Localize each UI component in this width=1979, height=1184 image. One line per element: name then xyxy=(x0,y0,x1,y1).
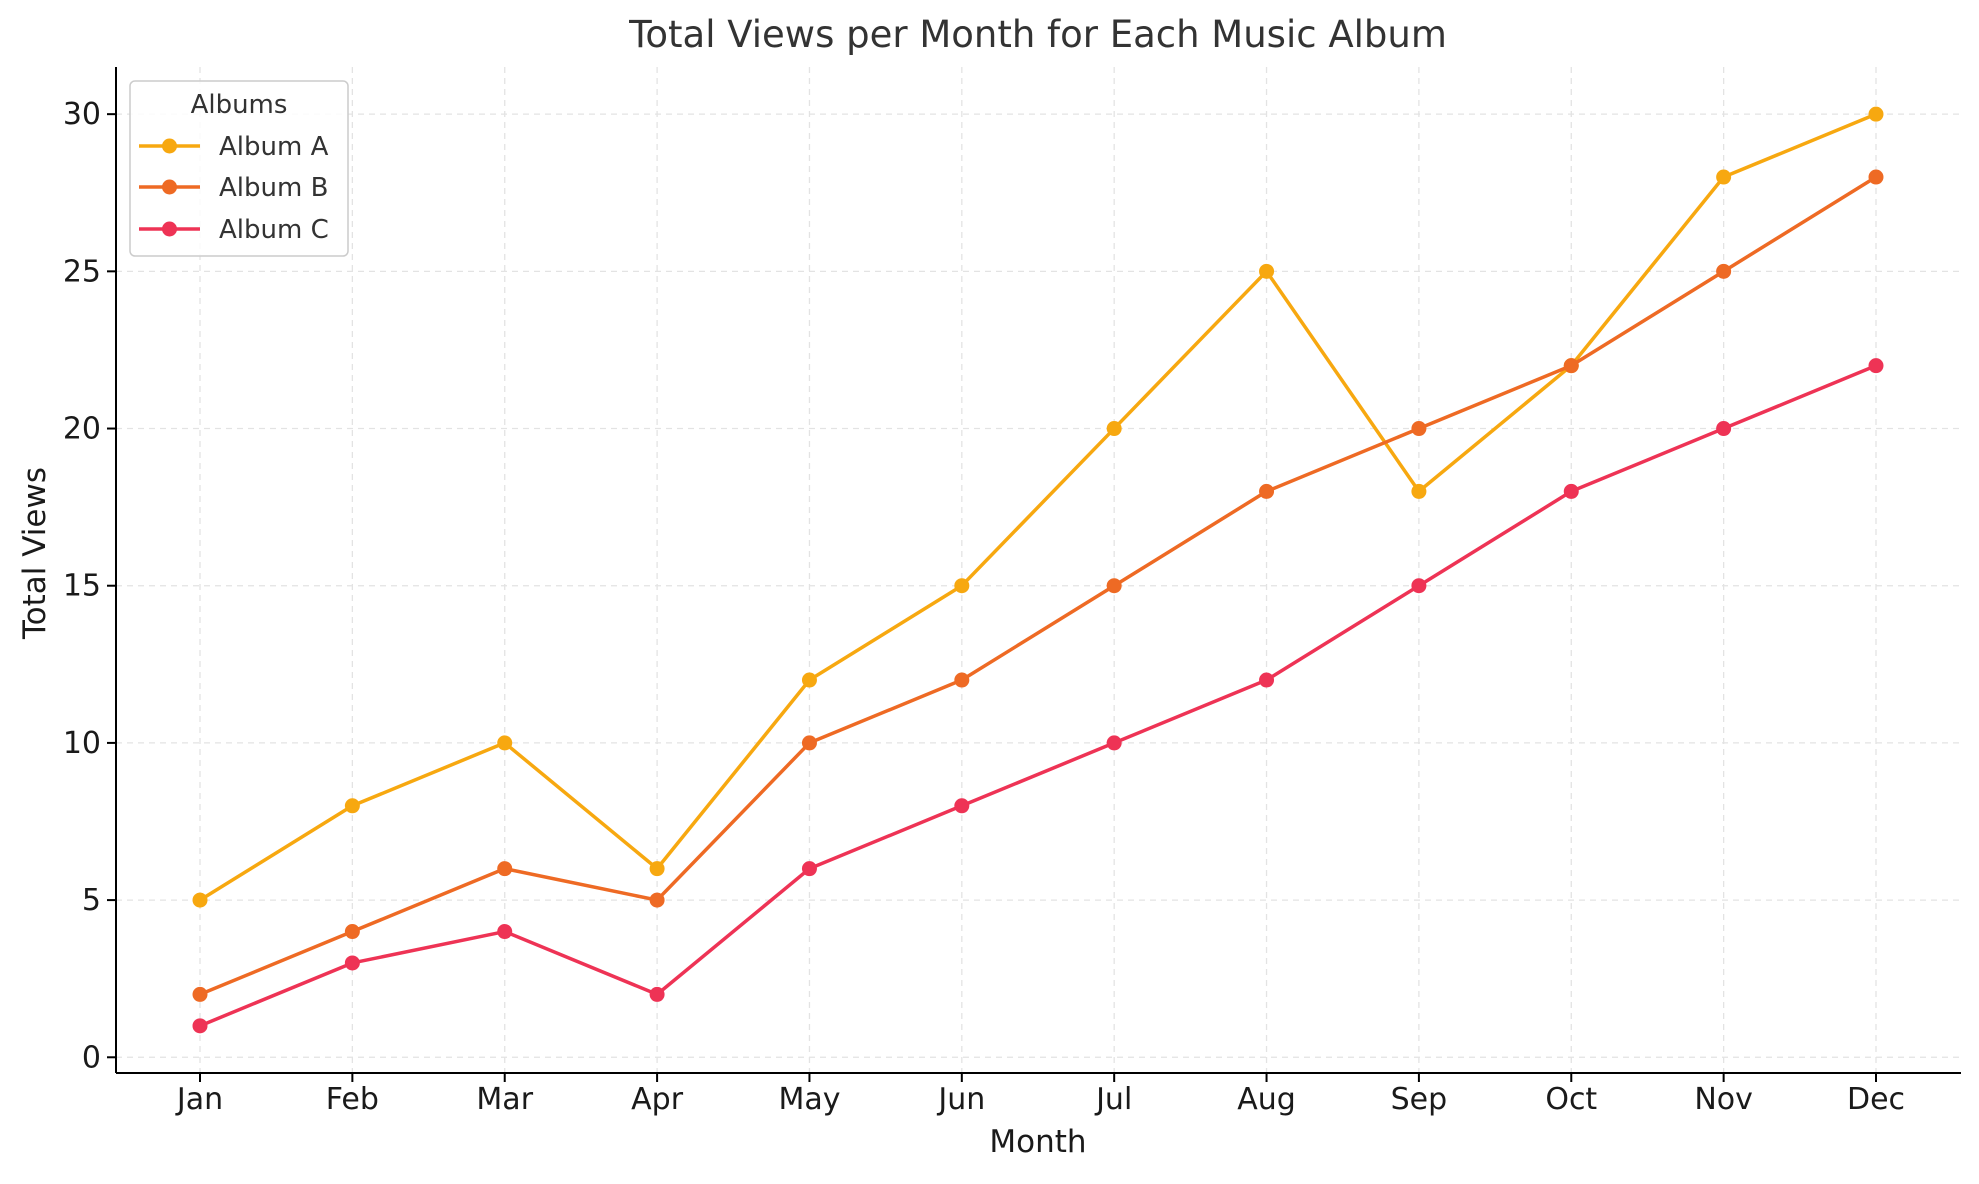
album-b-point xyxy=(1716,263,1732,279)
y-axis-label: Total Views xyxy=(17,467,53,640)
album-b-point xyxy=(1411,421,1427,437)
album-a-point xyxy=(1716,169,1732,185)
album-c-point xyxy=(1259,672,1275,688)
album-b-point xyxy=(649,892,665,908)
y-tick-label: 15 xyxy=(63,569,101,604)
x-tick-label: Dec xyxy=(1847,1082,1905,1117)
album-c-point xyxy=(649,986,665,1002)
legend-box xyxy=(129,80,349,257)
x-tick-label: Aug xyxy=(1237,1082,1296,1117)
album-b-point xyxy=(192,986,208,1002)
x-tick-label: Mar xyxy=(476,1082,533,1117)
axes xyxy=(115,67,1961,1074)
album-b-point xyxy=(1868,169,1884,185)
legend-label: Album B xyxy=(219,173,328,203)
album-a-point xyxy=(1259,263,1275,279)
album-c-point xyxy=(1868,358,1884,374)
album-b-point xyxy=(344,924,360,940)
y-tick-label: 30 xyxy=(63,97,101,132)
album-c-point xyxy=(1716,421,1732,437)
album-c-point xyxy=(954,798,970,814)
album-b-series xyxy=(192,169,1884,1002)
album-a-point xyxy=(801,672,817,688)
x-tick-label: Sep xyxy=(1391,1082,1448,1117)
x-axis-label: Month xyxy=(989,1124,1086,1160)
x-tick-label: Jan xyxy=(175,1082,223,1117)
album-a-point xyxy=(1868,106,1884,122)
album-b-point xyxy=(801,735,817,751)
album-a-series xyxy=(192,106,1884,908)
album-b-point xyxy=(497,861,513,877)
grid xyxy=(116,67,1961,1073)
album-c-point xyxy=(497,924,513,940)
album-c-point xyxy=(192,1018,208,1034)
album-a-line xyxy=(198,112,1878,902)
x-tick-label: Jul xyxy=(1094,1082,1132,1117)
legend-label: Album A xyxy=(219,132,329,162)
album-a-point xyxy=(1411,483,1427,499)
album-b-line xyxy=(198,175,1878,997)
y-tick-label: 0 xyxy=(82,1040,101,1075)
legend-items: Album A Album B Album C xyxy=(139,132,329,245)
album-a-point xyxy=(1106,421,1122,437)
album-b-point xyxy=(1563,358,1579,374)
album-b-point xyxy=(1259,483,1275,499)
legend-item-album-b: Album B xyxy=(139,173,328,203)
chart-title: Total Views per Month for Each Music Alb… xyxy=(628,13,1447,56)
album-b-point xyxy=(954,672,970,688)
x-tick-label: Apr xyxy=(631,1082,684,1117)
album-a-point xyxy=(649,861,665,877)
legend-title: Albums xyxy=(191,90,288,120)
legend-item-album-a: Album A xyxy=(139,132,329,162)
y-tick-label: 10 xyxy=(63,726,101,761)
album-c-point xyxy=(801,861,817,877)
legend-label: Album C xyxy=(219,215,329,245)
album-b-point xyxy=(1106,578,1122,594)
y-tick-label: 25 xyxy=(63,254,101,289)
legend: Albums Album A Album B Album C xyxy=(129,80,349,257)
album-c-point xyxy=(1563,483,1579,499)
album-a-point xyxy=(497,735,513,751)
album-a-point xyxy=(344,798,360,814)
x-tick-label: Feb xyxy=(326,1082,379,1117)
series xyxy=(192,106,1884,1034)
x-tick-label: May xyxy=(778,1082,840,1117)
x-tick-label: Jun xyxy=(936,1082,985,1117)
album-c-point xyxy=(1411,578,1427,594)
x-tick-label: Oct xyxy=(1545,1082,1597,1117)
ticks: Jan Feb Mar Apr May Jun Jul Aug Sep Oct Nov Dec 0 5 10… xyxy=(63,97,1905,1117)
y-tick-label: 5 xyxy=(82,883,101,918)
album-a-point xyxy=(954,578,970,594)
y-tick-label: 20 xyxy=(63,412,101,447)
legend-marker-swatch xyxy=(162,221,177,237)
legend-item-album-c: Album C xyxy=(139,215,329,245)
x-tick-label: Nov xyxy=(1694,1082,1753,1117)
album-c-series xyxy=(192,358,1884,1034)
album-c-point xyxy=(344,955,360,971)
album-c-line xyxy=(198,363,1878,1028)
album-a-point xyxy=(192,892,208,908)
legend-marker-swatch xyxy=(162,138,177,154)
legend-marker-swatch xyxy=(162,179,177,195)
album-c-point xyxy=(1106,735,1122,751)
